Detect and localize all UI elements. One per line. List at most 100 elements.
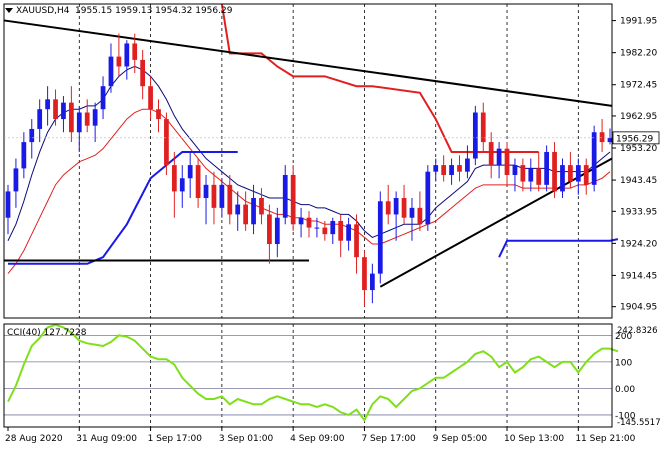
candle-body [417,207,423,225]
ascending-trendline [379,157,613,288]
candle-body [140,59,146,87]
candle-body [568,165,573,182]
candle-body [53,99,58,120]
cci-level-label: -100 [615,411,636,421]
y-tick-label: 1962.95 [620,112,657,122]
x-tick-label: 7 Sep 17:00 [361,434,416,444]
cci-top-value: 242.8326 [617,326,658,336]
last-price-box [612,131,660,145]
cci-level-box [613,330,635,341]
cci-level-box [613,383,641,394]
candle-body [116,56,122,67]
candle-body [472,112,478,159]
descending-trendline [3,19,613,107]
candle-body [306,217,312,228]
cci-label: CCI(40) 127.7228 [7,328,87,338]
candle-body [84,112,90,126]
candle-body [354,224,359,258]
candle-body [393,197,399,215]
candle-body [536,168,542,185]
fast-ma-line [7,65,611,241]
candle-body [330,221,336,235]
y-tick-label: 1982.20 [620,49,657,59]
axes: 28 Aug 2020 31 Aug 09:00 1 Sep 17:00 3 Sep … [3,3,660,444]
x-tick-label: 28 Aug 2020 [5,434,63,444]
candle-body [338,221,344,241]
candle-body [480,112,486,143]
candle-body [76,112,82,133]
candle-body [504,148,510,175]
candle-body [425,171,431,225]
candle-body [290,174,296,225]
candle-body [45,99,50,110]
cci-level-label: 200 [615,332,632,342]
cci-level-label: 0.00 [615,385,635,395]
candle-body [251,197,256,225]
price-frame [3,3,613,319]
candle-body [61,102,66,120]
x-tick-label: 1 Sep 17:00 [148,434,203,444]
candle-body [211,184,217,208]
candle-body [227,184,233,215]
candle-body [433,165,439,172]
candle-body [575,165,581,182]
indicator-overlays [3,3,619,288]
candle-body [219,184,225,208]
x-tick-label: 31 Aug 09:00 [76,434,137,444]
y-tick-label: 1943.45 [620,176,657,186]
candle-body [441,165,447,175]
candle-body [235,204,241,215]
candle-body [607,137,613,143]
candle-body [401,197,407,218]
candle-body [512,165,518,175]
cci-panel: 200 100 0.00 -100 [4,323,641,423]
candle-body [100,86,106,110]
cci-level-label: 100 [615,358,632,368]
candle-body [560,165,565,192]
y-tick-label: 1924.20 [620,239,657,249]
x-tick-label: 3 Sep 01:00 [219,434,274,444]
candle-body [520,165,526,182]
x-tick-label: 10 Sep 13:00 [504,434,564,444]
symbol-label: XAUUSD,H4 [16,6,70,16]
x-tick-label: 9 Sep 05:00 [433,434,488,444]
candle-body [171,165,177,192]
candle-body [496,148,502,166]
candle-body [552,151,557,192]
candle-body [583,165,589,185]
cci-level-box [613,356,635,367]
candle-body [29,128,35,143]
candle-body [108,56,114,87]
cci-bottom-value: -145.5517 [617,418,660,428]
x-tick-label: 4 Sep 09:00 [290,434,345,444]
candle-body [449,165,454,175]
candle-body [465,158,470,172]
candle-body [298,217,304,225]
candle-body [92,109,98,126]
candle-body [488,142,494,166]
y-tick-label: 1933.95 [620,207,657,217]
y-tick-label: 1991.95 [620,17,657,27]
y-tick-label: 1953.20 [620,144,657,154]
candle-body [68,102,74,133]
candle-body [314,227,320,229]
candle-body [385,201,391,215]
y-tick-label: 1972.45 [620,81,657,91]
candle-body [132,43,138,60]
candle-body [148,86,153,110]
candle-body [124,43,130,67]
candle-body [457,165,462,172]
cci-line [7,323,619,423]
candle-body [37,109,43,129]
candle-body [599,132,605,143]
candle-body [409,207,415,218]
y-tick-label: 1904.95 [620,303,657,313]
dropdown-triangle-icon[interactable] [5,8,13,13]
candle-body [13,168,19,192]
candle-body [187,165,193,179]
candlestick-series [5,33,613,307]
x-tick-label: 11 Sep 21:00 [575,434,635,444]
candle-body [591,132,597,185]
candle-body [195,165,201,198]
candle-body [203,184,209,198]
